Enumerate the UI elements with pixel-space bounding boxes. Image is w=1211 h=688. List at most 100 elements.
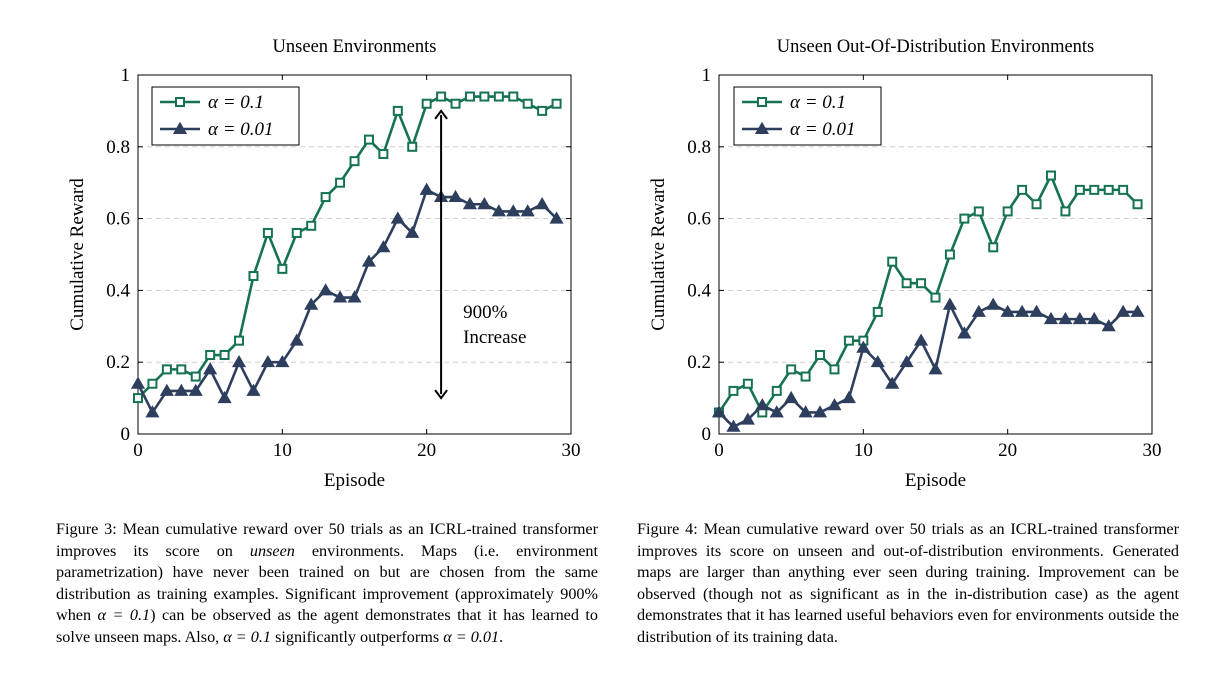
data-point [1072,311,1087,325]
data-point [304,297,319,310]
data-point [901,278,912,289]
x-tick-label: 30 [1143,440,1162,461]
data-point [843,335,854,346]
y-axis-label: Cumulative Reward [648,178,669,331]
data-point [188,383,203,396]
data-point [520,204,535,217]
y-tick-label: 0 [702,424,712,445]
data-point [827,398,842,411]
data-point [335,177,346,188]
data-point [262,227,273,238]
caption-emphasis: unseen [249,541,295,560]
caption-text: . [499,627,504,646]
data-point [508,91,519,102]
data-point [841,390,856,404]
data-point [1074,184,1085,195]
data-point [870,355,885,368]
data-point [755,398,770,411]
caption-text: Figure 3: Mean cumulative reward over 50… [56,520,598,560]
data-point [916,278,927,289]
legend-swatch-marker [754,121,770,134]
x-axis-label: Episode [905,470,966,491]
data-point [378,148,389,159]
data-point [1045,170,1056,181]
data-point [464,91,475,102]
data-point [1132,199,1143,210]
data-point [320,192,331,203]
data-point [798,405,813,418]
data-point [246,383,261,396]
data-point [815,350,826,361]
caption-math: α = 0.1 [223,627,272,646]
y-axis-label: Cumulative Reward [67,178,88,331]
data-point [784,390,799,404]
x-tick-label: 0 [133,440,143,461]
data-point [742,378,753,389]
data-point [477,197,492,210]
data-point [405,225,420,238]
data-point [248,271,259,282]
data-point [361,254,377,267]
data-point [133,393,143,404]
series-line [717,174,1139,414]
series-alpha-0-01 [711,297,1145,432]
data-point [711,405,727,418]
data-point [930,292,941,303]
legend-label: α = 0.01 [208,119,274,140]
data-point [234,335,245,346]
y-tick-label: 0.6 [687,209,711,230]
legend-swatch-marker [757,97,767,107]
data-point [392,105,403,116]
data-point [944,249,955,260]
data-point [203,362,218,375]
legend-label: α = 0.1 [208,92,264,113]
data-point [942,297,958,310]
data-point [506,204,521,217]
data-point [1103,184,1114,195]
data-point [973,206,984,217]
data-point [957,326,972,339]
legend-box [733,86,882,146]
data-point [1058,311,1073,325]
legend-label: α = 0.1 [790,92,846,113]
figure-4-caption: Figure 4: Mean cumulative reward over 50… [637,519,1179,649]
data-point [549,211,564,224]
data-point [959,213,970,224]
y-tick-label: 0.4 [687,280,711,301]
data-point [205,350,216,361]
x-tick-label: 20 [998,440,1017,461]
x-tick-label: 10 [854,440,873,461]
legend-box [151,86,300,146]
legend-label: α = 0.01 [790,119,856,140]
data-point [419,182,434,195]
y-tick-label: 1 [121,65,131,86]
data-point [219,350,230,361]
legend: α = 0.1 α = 0.01 [151,86,300,146]
series-alpha-0-1 [714,170,1143,418]
data-point [829,364,840,375]
figure-3-caption: Figure 3: Mean cumulative reward over 50… [56,519,598,649]
data-point [349,156,360,167]
data-point [407,141,418,152]
data-point [145,405,160,418]
data-point [1029,304,1044,317]
data-point [1130,304,1145,317]
data-point [971,304,986,317]
data-point [728,385,739,396]
data-point [726,419,741,432]
data-point [551,98,562,109]
data-point [913,333,929,346]
data-point [130,376,146,389]
y-tick-label: 1 [702,65,712,86]
data-point [493,91,504,102]
data-point [390,211,405,224]
data-point [190,371,201,382]
data-point [176,364,187,375]
data-point [436,91,447,102]
data-point [479,91,490,102]
data-point [363,134,374,145]
data-point [289,333,304,346]
data-point [800,371,811,382]
x-tick-label: 20 [417,440,436,461]
